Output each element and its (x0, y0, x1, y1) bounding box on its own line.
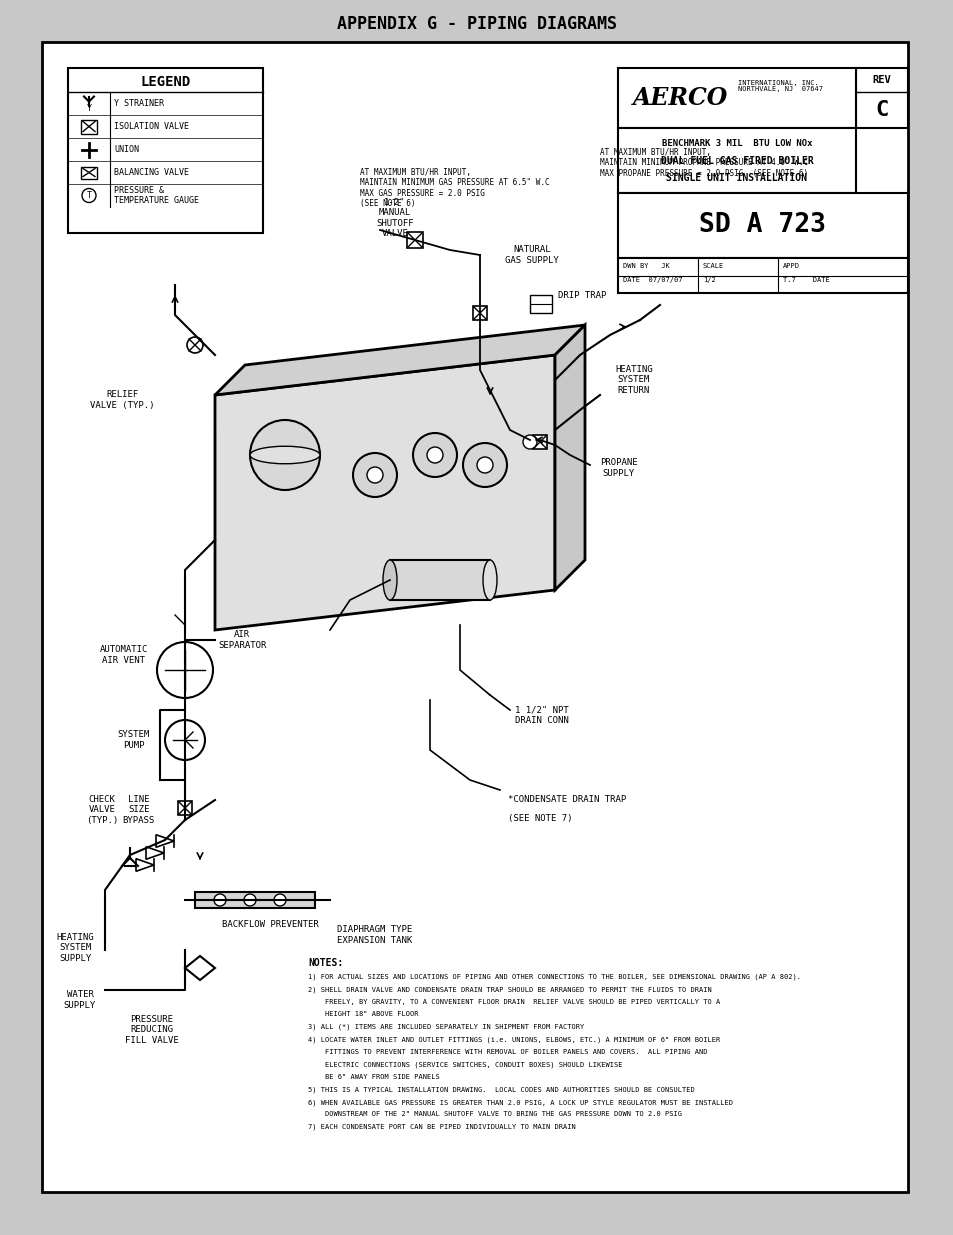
Bar (194, 892, 314, 908)
Circle shape (462, 443, 506, 487)
Polygon shape (185, 956, 214, 981)
Circle shape (427, 447, 442, 463)
Circle shape (244, 894, 255, 906)
Circle shape (157, 642, 213, 698)
Text: 2) SHELL DRAIN VALVE AND CONDENSATE DRAIN TRAP SHOULD BE ARRANGED TO PERMIT THE : 2) SHELL DRAIN VALVE AND CONDENSATE DRAI… (308, 987, 711, 993)
Text: SINGLE UNIT INSTALLATION: SINGLE UNIT INSTALLATION (666, 173, 806, 183)
Bar (473, 306, 486, 320)
Text: NOTES:: NOTES: (308, 958, 343, 968)
Text: ELECTRIC CONNECTIONS (SERVICE SWITCHES, CONDUIT BOXES) SHOULD LIKEWISE: ELECTRIC CONNECTIONS (SERVICE SWITCHES, … (308, 1062, 622, 1068)
Text: 1) FOR ACTUAL SIZES AND LOCATIONS OF PIPING AND OTHER CONNECTIONS TO THE BOILER,: 1) FOR ACTUAL SIZES AND LOCATIONS OF PIP… (308, 974, 801, 981)
Circle shape (82, 189, 96, 203)
Text: DATE  07/07/07: DATE 07/07/07 (622, 277, 681, 283)
Text: AUTOMATIC
AIR VENT: AUTOMATIC AIR VENT (99, 646, 148, 664)
Bar (855, 68, 907, 128)
Text: BENCHMARK 3 MIL  BTU LOW NOx: BENCHMARK 3 MIL BTU LOW NOx (661, 138, 811, 147)
Text: 1/2: 1/2 (702, 277, 715, 283)
Text: PRESSURE
REDUCING
FILL VALVE: PRESSURE REDUCING FILL VALVE (125, 1015, 178, 1045)
Circle shape (250, 420, 319, 490)
Ellipse shape (382, 559, 396, 600)
Bar (178, 802, 192, 815)
Text: AERCO: AERCO (633, 86, 727, 110)
Text: DOWNSTREAM OF THE 2" MANUAL SHUTOFF VALVE TO BRING THE GAS PRESSURE DOWN TO 2.0 : DOWNSTREAM OF THE 2" MANUAL SHUTOFF VALV… (308, 1112, 681, 1118)
Polygon shape (555, 325, 584, 590)
Text: HEATING
SYSTEM
SUPPLY: HEATING SYSTEM SUPPLY (56, 934, 93, 963)
Text: PROPANE
SUPPLY: PROPANE SUPPLY (599, 458, 637, 478)
Text: 6) WHEN AVAILABLE GAS PRESSURE IS GREATER THAN 2.0 PSIG, A LOCK UP STYLE REGULAT: 6) WHEN AVAILABLE GAS PRESSURE IS GREATE… (308, 1099, 732, 1105)
Bar (390, 559, 490, 600)
Text: BACKFLOW PREVENTER: BACKFLOW PREVENTER (221, 920, 318, 929)
Text: T: T (87, 191, 91, 200)
Text: DWN BY   JK: DWN BY JK (622, 263, 669, 269)
Text: NATURAL
GAS SUPPLY: NATURAL GAS SUPPLY (504, 246, 558, 264)
Text: APPENDIX G - PIPING DIAGRAMS: APPENDIX G - PIPING DIAGRAMS (336, 15, 617, 33)
Text: T.7    DATE: T.7 DATE (782, 277, 829, 283)
Text: HEATING
SYSTEM
RETURN: HEATING SYSTEM RETURN (615, 366, 652, 395)
Text: DRIP TRAP: DRIP TRAP (558, 290, 606, 300)
Circle shape (165, 720, 205, 760)
Circle shape (353, 453, 396, 496)
Polygon shape (214, 354, 555, 630)
Text: WATER
SUPPLY: WATER SUPPLY (64, 990, 96, 1010)
Circle shape (367, 467, 382, 483)
Text: DIAPHRAGM TYPE
EXPANSION TANK: DIAPHRAGM TYPE EXPANSION TANK (337, 925, 413, 945)
Polygon shape (156, 835, 173, 847)
Bar (530, 295, 552, 312)
Bar (533, 435, 546, 450)
Text: AIR
SEPARATOR: AIR SEPARATOR (218, 630, 266, 650)
Text: *CONDENSATE DRAIN TRAP: *CONDENSATE DRAIN TRAP (507, 795, 625, 804)
Text: 1 1/2" NPT
DRAIN CONN: 1 1/2" NPT DRAIN CONN (515, 705, 568, 725)
Text: PRESSURE &
TEMPERATURE GAUGE: PRESSURE & TEMPERATURE GAUGE (113, 185, 199, 205)
Text: ISOLATION VALVE: ISOLATION VALVE (113, 122, 189, 131)
Text: SYSTEM
PUMP: SYSTEM PUMP (117, 730, 150, 750)
Circle shape (274, 894, 286, 906)
Ellipse shape (250, 446, 319, 464)
Text: Y: Y (87, 104, 91, 112)
Text: (SEE NOTE 7): (SEE NOTE 7) (507, 814, 572, 823)
Text: 4) LOCATE WATER INLET AND OUTLET FITTINGS (i.e. UNIONS, ELBOWS, ETC.) A MINIMUM : 4) LOCATE WATER INLET AND OUTLET FITTING… (308, 1036, 720, 1044)
Circle shape (522, 435, 537, 450)
Circle shape (187, 337, 203, 353)
Text: SCALE: SCALE (702, 263, 723, 269)
Text: LEGEND: LEGEND (140, 75, 191, 89)
Polygon shape (214, 325, 584, 395)
Text: C: C (875, 100, 888, 120)
Text: 5) THIS IS A TYPICAL INSTALLATION DRAWING.  LOCAL CODES AND AUTHORITIES SHOULD B: 5) THIS IS A TYPICAL INSTALLATION DRAWIN… (308, 1087, 694, 1093)
Text: FREELY, BY GRAVITY, TO A CONVENIENT FLOOR DRAIN  RELIEF VALVE SHOULD BE PIPED VE: FREELY, BY GRAVITY, TO A CONVENIENT FLOO… (308, 999, 720, 1005)
Bar (68, 68, 263, 233)
Text: SD A 723: SD A 723 (699, 212, 825, 238)
Text: LINE
SIZE
BYPASS: LINE SIZE BYPASS (123, 795, 154, 825)
Bar (618, 68, 855, 128)
Text: FITTINGS TO PREVENT INTERFERENCE WITH REMOVAL OF BOILER PANELS AND COVERS.  ALL : FITTINGS TO PREVENT INTERFERENCE WITH RE… (308, 1049, 707, 1055)
Text: HEIGHT 18" ABOVE FLOOR: HEIGHT 18" ABOVE FLOOR (308, 1011, 418, 1018)
Text: APPD: APPD (782, 263, 800, 269)
Text: AT MAXIMUM BTU/HR INPUT,
MAINTAIN MINIMUM PROPANE PRESSURE AT 4.0" W.C
MAX PROPA: AT MAXIMUM BTU/HR INPUT, MAINTAIN MINIMU… (599, 148, 807, 178)
Bar (618, 258, 907, 293)
Text: BALANCING VALVE: BALANCING VALVE (113, 168, 189, 177)
Text: 7) EACH CONDENSATE PORT CAN BE PIPED INDIVIDUALLY TO MAIN DRAIN: 7) EACH CONDENSATE PORT CAN BE PIPED IND… (308, 1124, 576, 1130)
Ellipse shape (482, 559, 497, 600)
Circle shape (413, 433, 456, 477)
Text: INTERNATIONAL, INC.
NORTHVALE, NJ  07647: INTERNATIONAL, INC. NORTHVALE, NJ 07647 (738, 79, 822, 93)
Text: BE 6" AWAY FROM SIDE PANELS: BE 6" AWAY FROM SIDE PANELS (308, 1074, 439, 1079)
Polygon shape (136, 858, 153, 872)
Text: 3) ALL (*) ITEMS ARE INCLUDED SEPARATELY IN SHIPMENT FROM FACTORY: 3) ALL (*) ITEMS ARE INCLUDED SEPARATELY… (308, 1024, 583, 1030)
Text: DUAL FUEL GAS FIRED BOILER: DUAL FUEL GAS FIRED BOILER (659, 156, 813, 165)
Polygon shape (146, 847, 164, 860)
Text: RELIEF
VALVE (TYP.): RELIEF VALVE (TYP.) (91, 390, 154, 410)
Text: REV: REV (872, 75, 890, 85)
Bar (407, 232, 422, 248)
Text: Y STRAINER: Y STRAINER (113, 99, 164, 107)
Bar (81, 120, 97, 133)
Text: 1-2"
MANUAL
SHUTOFF
VALVE: 1-2" MANUAL SHUTOFF VALVE (375, 198, 414, 238)
Bar (618, 128, 855, 193)
Text: UNION: UNION (113, 144, 139, 154)
Circle shape (476, 457, 493, 473)
Bar (618, 193, 907, 258)
Circle shape (213, 894, 226, 906)
Text: AT MAXIMUM BTU/HR INPUT,
MAINTAIN MINIMUM GAS PRESSURE AT 6.5" W.C
MAX GAS PRESS: AT MAXIMUM BTU/HR INPUT, MAINTAIN MINIMU… (359, 168, 549, 209)
Bar (81, 167, 97, 179)
Text: CHECK
VALVE
(TYP.): CHECK VALVE (TYP.) (86, 795, 118, 825)
